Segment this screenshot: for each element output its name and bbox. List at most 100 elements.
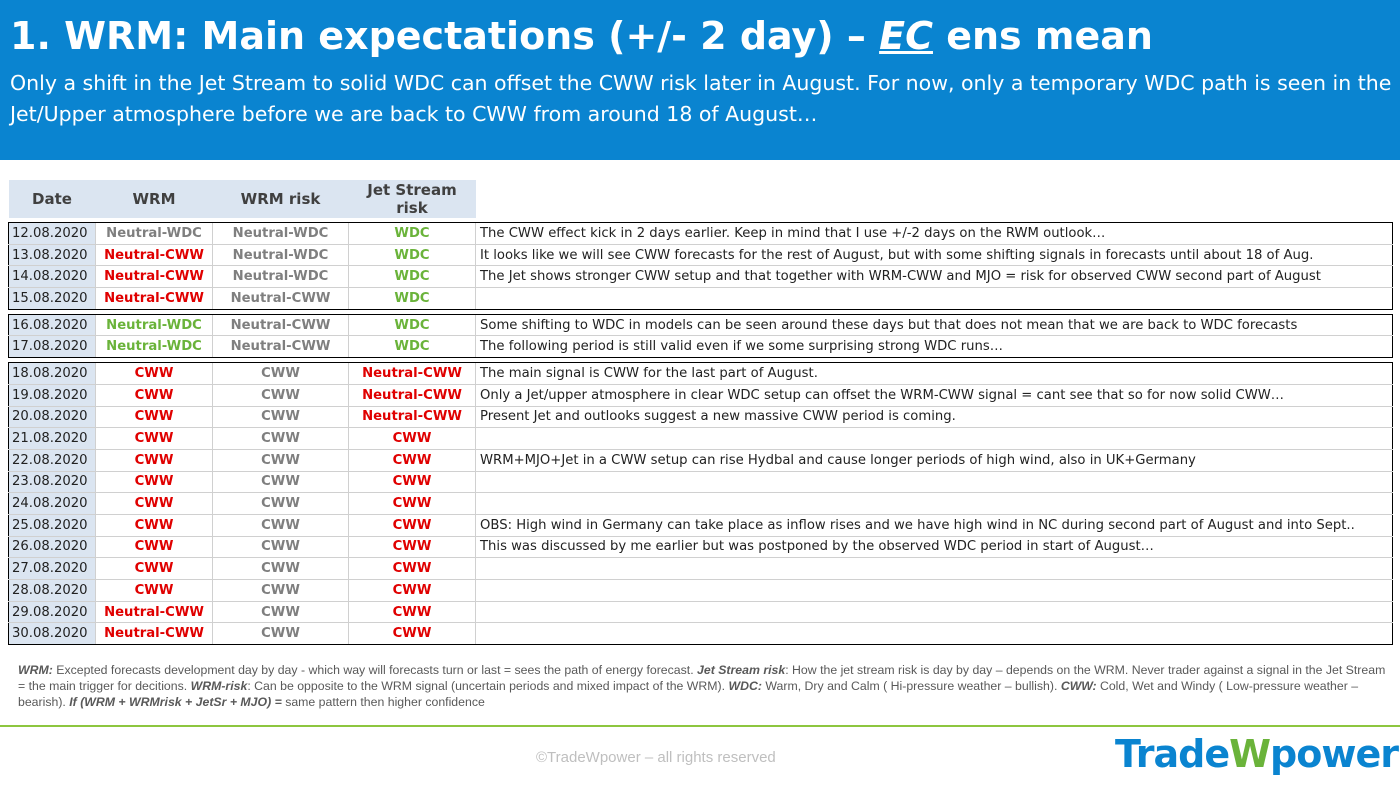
- jet-cell: CWW: [348, 557, 476, 580]
- wrm-cell: CWW: [95, 492, 213, 515]
- note-segment: Excepted forecasts development day by da…: [52, 663, 698, 677]
- wrm-risk-cell: Neutral-WDC: [212, 222, 349, 245]
- date-cell: 16.08.2020: [8, 313, 96, 337]
- column-header: WRM: [95, 180, 213, 218]
- note-segment: WRM:: [18, 663, 53, 677]
- table-row: 29.08.2020 Neutral-CWW CWW CWW: [8, 601, 1393, 624]
- wrm-cell: CWW: [95, 427, 213, 450]
- wrm-cell: CWW: [95, 579, 213, 602]
- jet-cell: Neutral-CWW: [348, 362, 476, 385]
- column-header: Jet Stream risk: [348, 180, 476, 218]
- wrm-risk-cell: CWW: [212, 362, 349, 385]
- date-cell: 28.08.2020: [8, 579, 96, 602]
- wrm-risk-cell: CWW: [212, 514, 349, 537]
- jet-cell: Neutral-CWW: [348, 384, 476, 407]
- comment-cell: Some shifting to WDC in models can be se…: [475, 313, 1393, 337]
- wrm-cell: Neutral-WDC: [95, 335, 213, 359]
- column-header: WRM risk: [212, 180, 349, 218]
- wrm-cell: Neutral-CWW: [95, 622, 213, 646]
- table-row: 20.08.2020 CWW CWW Neutral-CWW Present Jet a…: [8, 406, 1393, 429]
- wrm-cell: CWW: [95, 406, 213, 429]
- note-segment: Warm, Dry and Calm ( Hi-pressure weather…: [761, 679, 1061, 693]
- note-segment: Jet Stream risk: [697, 663, 786, 677]
- comment-cell: The main signal is CWW for the last part…: [475, 362, 1393, 385]
- wrm-cell: CWW: [95, 449, 213, 472]
- table-row: 25.08.2020 CWW CWW CWW OBS: High wind in Ger…: [8, 514, 1393, 537]
- comment-cell: [475, 601, 1393, 624]
- jet-cell: CWW: [348, 579, 476, 602]
- wrm-cell: CWW: [95, 471, 213, 494]
- comment-cell: The CWW effect kick in 2 days earlier. K…: [475, 222, 1393, 245]
- comment-cell: WRM+MJO+Jet in a CWW setup can rise Hydb…: [475, 449, 1393, 472]
- wrm-cell: CWW: [95, 557, 213, 580]
- title-part: ens mean: [932, 14, 1153, 58]
- date-cell: 22.08.2020: [8, 449, 96, 472]
- wrm-risk-cell: CWW: [212, 449, 349, 472]
- wrm-cell: CWW: [95, 384, 213, 407]
- jet-cell: WDC: [348, 287, 476, 310]
- comment-cell: [475, 622, 1393, 646]
- table-row: 15.08.2020 Neutral-CWW Neutral-CWW WDC: [8, 287, 1393, 310]
- table-row: 23.08.2020 CWW CWW CWW: [8, 471, 1393, 494]
- date-cell: 23.08.2020: [8, 471, 96, 494]
- wrm-risk-cell: Neutral-WDC: [212, 265, 349, 289]
- note-segment: : Can be opposite to the WRM signal (unc…: [247, 679, 729, 693]
- title: 1. WRM: Main expectations (+/- 2 day) – …: [10, 14, 1153, 58]
- jet-cell: WDC: [348, 335, 476, 359]
- forecast-table: Date WRM WRM risk Jet Stream risk 12.08.202…: [8, 180, 1393, 646]
- wrm-cell: CWW: [95, 536, 213, 559]
- table-row: 24.08.2020 CWW CWW CWW: [8, 492, 1393, 515]
- logo-part: Trade: [1115, 732, 1230, 776]
- title-part: 1. WRM: Main expectations (+/- 2 day) –: [10, 14, 880, 58]
- date-cell: 14.08.2020: [8, 265, 96, 289]
- wrm-risk-cell: CWW: [212, 427, 349, 450]
- table-row: 30.08.2020 Neutral-CWW CWW CWW: [8, 622, 1393, 646]
- table-row: 18.08.2020 CWW CWW Neutral-CWW The main sign…: [8, 362, 1393, 385]
- date-cell: 12.08.2020: [8, 222, 96, 245]
- note-segment: WRM-risk: [190, 679, 248, 693]
- wrm-risk-cell: Neutral-WDC: [212, 244, 349, 267]
- table-row: 16.08.2020 Neutral-WDC Neutral-CWW WDC Some …: [8, 313, 1393, 337]
- wrm-cell: Neutral-CWW: [95, 244, 213, 267]
- header: 1. WRM: Main expectations (+/- 2 day) – …: [0, 0, 1400, 160]
- comment-cell: [475, 427, 1393, 450]
- comment-cell: OBS: High wind in Germany can take place…: [475, 514, 1393, 537]
- note-segment: CWW:: [1060, 679, 1097, 693]
- date-cell: 25.08.2020: [8, 514, 96, 537]
- logo-part: power: [1270, 732, 1399, 776]
- note-segment: WDC:: [728, 679, 762, 693]
- header-row: Date WRM WRM risk Jet Stream risk: [8, 180, 1393, 218]
- jet-cell: WDC: [348, 222, 476, 245]
- jet-cell: CWW: [348, 449, 476, 472]
- table-row: 17.08.2020 Neutral-WDC Neutral-CWW WDC The f…: [8, 335, 1393, 359]
- comment-cell: This was discussed by me earlier but was…: [475, 536, 1393, 559]
- comment-cell: [475, 471, 1393, 494]
- table-row: 28.08.2020 CWW CWW CWW: [8, 579, 1393, 602]
- date-cell: 19.08.2020: [8, 384, 96, 407]
- wrm-risk-cell: CWW: [212, 536, 349, 559]
- date-cell: 26.08.2020: [8, 536, 96, 559]
- wrm-risk-cell: CWW: [212, 406, 349, 429]
- wrm-risk-cell: Neutral-CWW: [212, 287, 349, 310]
- note-segment: If (WRM + WRMrisk + JetSr + MJO) =: [69, 695, 282, 709]
- wrm-risk-cell: Neutral-CWW: [212, 313, 349, 337]
- comment-cell: The Jet shows stronger CWW setup and tha…: [475, 265, 1393, 289]
- wrm-cell: Neutral-CWW: [95, 287, 213, 310]
- wrm-cell: CWW: [95, 362, 213, 385]
- comment-cell: It looks like we will see CWW forecasts …: [475, 244, 1393, 267]
- date-cell: 17.08.2020: [8, 335, 96, 359]
- date-cell: 20.08.2020: [8, 406, 96, 429]
- table-row: 14.08.2020 Neutral-CWW Neutral-WDC WDC The J…: [8, 265, 1393, 289]
- wrm-risk-cell: CWW: [212, 384, 349, 407]
- copyright: ©TradeWpower – all rights reserved: [536, 749, 776, 766]
- date-cell: 27.08.2020: [8, 557, 96, 580]
- date-cell: 30.08.2020: [8, 622, 96, 646]
- subtitle: Only a shift in the Jet Stream to solid …: [10, 71, 1392, 126]
- table-row: 22.08.2020 CWW CWW CWW WRM+MJO+Jet in a CWW …: [8, 449, 1393, 472]
- jet-cell: WDC: [348, 265, 476, 289]
- wrm-risk-cell: CWW: [212, 557, 349, 580]
- wrm-risk-cell: Neutral-CWW: [212, 335, 349, 359]
- wrm-cell: Neutral-WDC: [95, 222, 213, 245]
- date-cell: 24.08.2020: [8, 492, 96, 515]
